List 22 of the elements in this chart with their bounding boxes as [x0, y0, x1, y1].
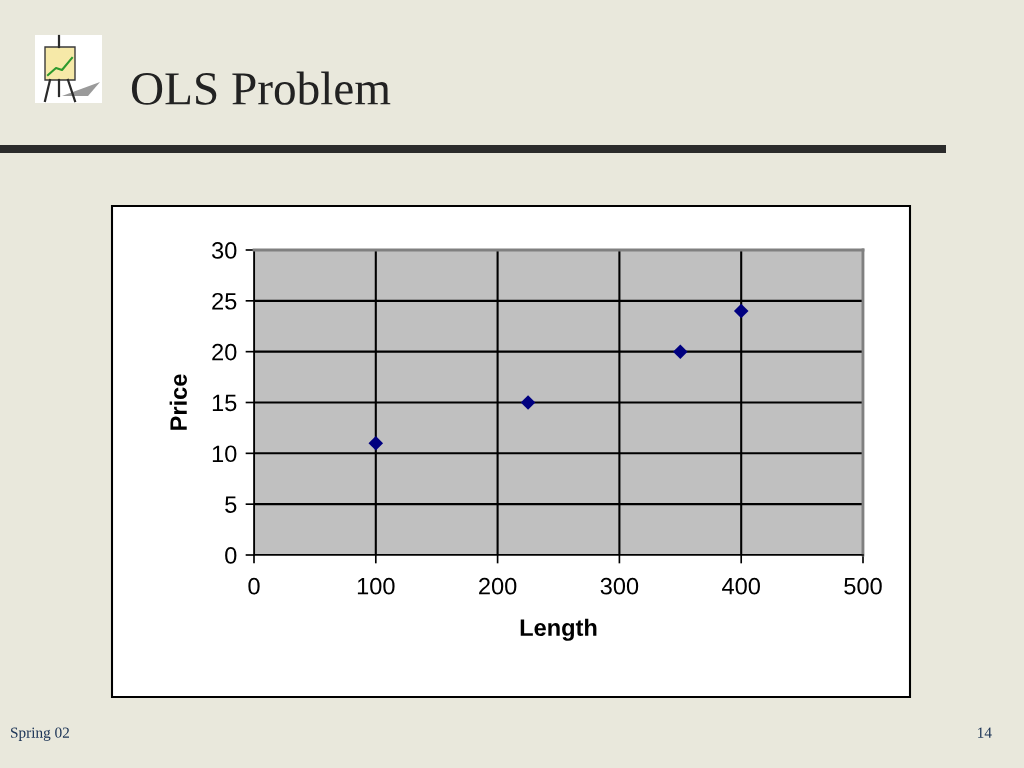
y-tick-label: 5	[225, 496, 237, 513]
point	[520, 395, 536, 410]
y-tick-label: 30	[211, 242, 237, 259]
x-tick-label: 200	[479, 577, 517, 595]
x-tick-label: 100	[357, 577, 395, 595]
chart-title: OLS Problem	[131, 71, 391, 105]
text: Spring 02	[11, 727, 69, 741]
y-axis-title: Price	[169, 374, 187, 430]
y-tick-label: 15	[212, 394, 237, 412]
text: 14	[978, 727, 992, 738]
x-tick-label: 300	[600, 577, 639, 595]
x-axis-title: Length	[520, 618, 597, 641]
point	[368, 435, 384, 451]
y-tick-label: 10	[212, 445, 237, 463]
point	[733, 303, 749, 319]
x-tick-label: 0	[248, 577, 260, 595]
y-tick-label: 20	[212, 343, 237, 361]
x-tick-label: 400	[722, 577, 760, 595]
point	[673, 344, 688, 359]
y-tick-label: 0	[225, 547, 237, 564]
y-tick-label: 25	[212, 292, 237, 310]
x-tick-label: 500	[844, 577, 882, 595]
